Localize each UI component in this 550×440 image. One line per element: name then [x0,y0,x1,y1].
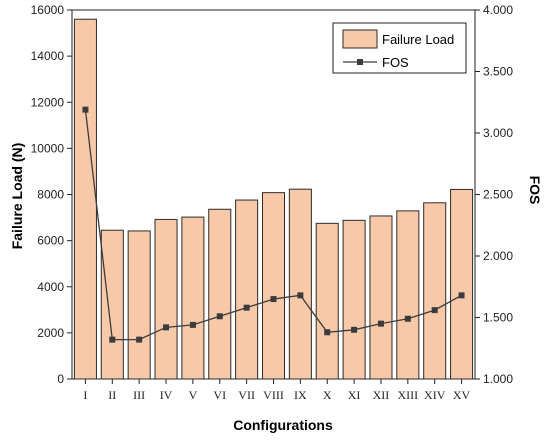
bar-iii [127,230,151,380]
x-tick-label: IX [294,388,307,402]
y-tick-label: 16000 [31,3,65,17]
fos-marker-vi [216,313,223,320]
fos-marker-iii [136,336,143,343]
bar-i [73,18,97,380]
y2-tick-label: 3.500 [483,65,513,79]
x-tick-label: VIII [263,388,284,402]
bar-iv [154,218,178,380]
fos-marker-iv [163,324,170,331]
x-tick-label: XV [453,388,471,402]
x-axis-title: Configurations [233,417,333,433]
x-tick-label: III [133,388,145,402]
bar-viii [261,192,286,380]
fos-marker-ii [109,336,116,343]
y2-axis-title: FOS [527,176,543,205]
x-tick-label: VI [213,388,226,402]
y-tick-label: 14000 [31,49,65,63]
y-tick-label: 6000 [37,234,64,248]
fos-marker-xv [458,292,465,299]
bar-ix [288,188,312,380]
bars [73,18,474,380]
y2-tick-label: 2.500 [483,188,513,202]
y2-tick-label: 3.000 [483,126,513,140]
legend-swatch-failure-load [342,29,378,49]
y2-tick-label: 4.000 [483,3,513,17]
bar-xv [450,188,474,380]
x-axis: I II III IV V VI VII VIII IX X XI XII XIII XIV XV [83,379,471,402]
left-axis: 0 2000 4000 6000 8000 10000 12000 14000 16000 [31,3,72,386]
x-tick-label: V [189,388,198,402]
fos-marker-xiv [431,307,438,314]
y2-tick-label: 1.500 [483,311,513,325]
fos-marker-v [189,321,196,328]
y-tick-label: 2000 [37,326,64,340]
bar-x [315,222,339,380]
x-tick-label: II [108,388,116,402]
x-tick-label: XI [348,388,361,402]
y2-tick-label: 2.000 [483,249,513,263]
fos-marker-xiii [404,315,411,322]
y2-tick-label: 1.000 [483,372,513,386]
y-axis-title: Failure Load (N) [9,143,25,250]
bar-xiii [396,210,420,380]
y-tick-label: 10000 [31,141,65,155]
legend-label-fos: FOS [382,55,409,70]
y-tick-label: 4000 [37,280,64,294]
x-tick-label: XII [373,388,390,402]
y-tick-label: 12000 [31,95,65,109]
bar-v [181,216,205,380]
fos-marker-i [82,106,89,113]
x-tick-label: XIV [424,388,446,402]
x-tick-label: X [323,388,332,402]
x-tick-label: IV [160,388,173,402]
fos-line-series [82,106,465,343]
bar-xiv [423,202,447,380]
legend-label-failure-load: Failure Load [382,32,454,47]
legend: Failure Load FOS [332,22,467,74]
bar-xi [342,219,366,380]
x-tick-label: I [83,388,87,402]
x-tick-label: VII [238,388,255,402]
fos-marker-ix [297,292,304,299]
fos-marker-viii [270,296,277,303]
bar-ii [100,229,124,380]
y-tick-label: 8000 [37,188,64,202]
bar-vii [235,199,259,380]
fos-marker-vii [243,304,250,311]
right-axis: 1.000 1.500 2.000 2.500 3.000 3.500 4.000 [475,3,513,386]
legend-swatch-fos-marker [357,59,363,65]
y-tick-label: 0 [57,372,64,386]
fos-marker-xii [377,320,384,327]
fos-marker-xi [351,326,358,333]
bar-xii [369,215,393,380]
bar-vi [208,208,232,380]
x-tick-label: XIII [398,388,419,402]
fos-marker-x [324,329,331,336]
